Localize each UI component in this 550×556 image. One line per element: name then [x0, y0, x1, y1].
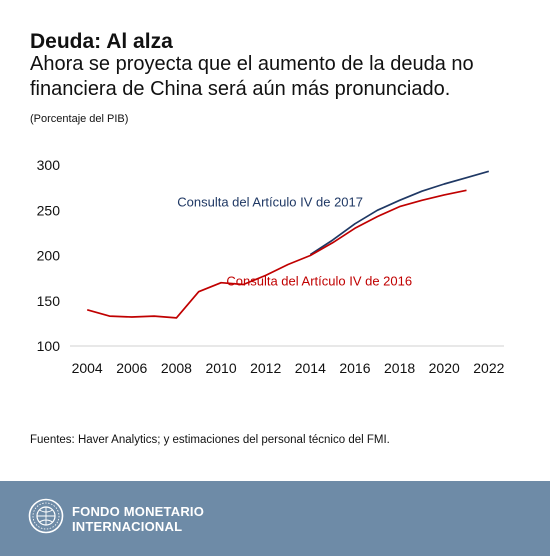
- series-line-article-iv-2017: [309, 170, 490, 256]
- x-tick-label: 2010: [205, 360, 236, 376]
- x-tick-label: 2006: [116, 360, 147, 376]
- x-tick-label: 2008: [161, 360, 192, 376]
- y-tick-label: 300: [37, 157, 61, 173]
- x-tick-label: 2022: [473, 360, 504, 376]
- series-label-article-iv-2017: Consulta del Artículo IV de 2017: [177, 195, 363, 210]
- y-tick-label: 200: [37, 248, 61, 264]
- chart-title: Deuda: Al alza: [30, 30, 173, 53]
- unit-note: (Porcentaje del PIB): [30, 113, 129, 125]
- y-tick-label: 150: [37, 293, 61, 309]
- x-tick-label: 2004: [72, 360, 103, 376]
- footer-bar: FONDO MONETARIO INTERNACIONAL: [0, 481, 550, 556]
- organization-name-line1: FONDO MONETARIO: [72, 504, 205, 519]
- imf-seal-icon: [28, 498, 64, 534]
- source-note: Fuentes: Haver Analytics; y estimaciones…: [30, 434, 390, 446]
- series-line-article-iv-2016: [86, 189, 467, 319]
- x-tick-label: 2018: [384, 360, 415, 376]
- debt-line-chart: 100 150 200 250 300 2004 2006 2008 2010 2012 2014 2…: [37, 157, 505, 376]
- y-tick-label: 100: [37, 338, 61, 354]
- chart-subtitle: Ahora se proyecta que el aumento de la d…: [30, 53, 474, 100]
- x-tick-label: 2020: [429, 360, 460, 376]
- x-tick-label: 2016: [339, 360, 370, 376]
- series-label-article-iv-2016: Consulta del Artículo IV de 2016: [226, 273, 412, 288]
- x-tick-label: 2014: [295, 360, 326, 376]
- y-tick-label: 250: [37, 202, 61, 218]
- organization-name: FONDO MONETARIO INTERNACIONAL: [72, 504, 204, 534]
- x-tick-label: 2012: [250, 360, 281, 376]
- organization-name-line2: INTERNACIONAL: [72, 519, 183, 534]
